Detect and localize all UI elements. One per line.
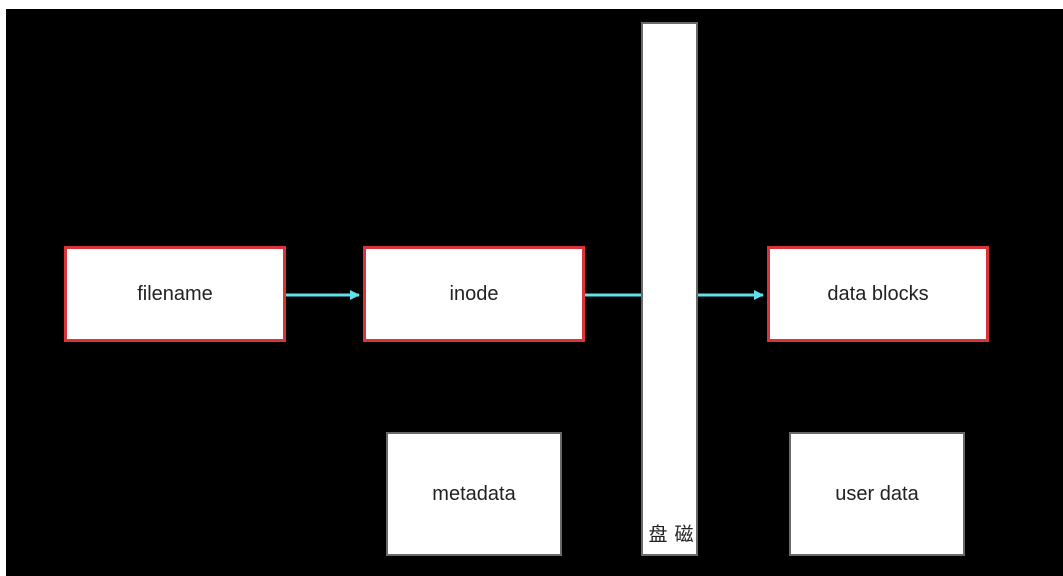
filename-label: filename bbox=[137, 282, 213, 305]
disk-label: 磁盘 bbox=[645, 524, 694, 543]
filename-node: filename bbox=[64, 246, 286, 342]
inode-label: inode bbox=[449, 282, 499, 305]
user-data-node: user data bbox=[789, 432, 965, 556]
data-blocks-label: data blocks bbox=[827, 282, 929, 305]
metadata-node: metadata bbox=[386, 432, 562, 556]
disk-bar: 磁盘 bbox=[641, 22, 698, 556]
data-blocks-node: data blocks bbox=[767, 246, 989, 342]
user-data-label: user data bbox=[835, 482, 919, 505]
diagram-canvas: filename inode 磁盘 data blocks metadata u… bbox=[6, 9, 1063, 576]
inode-node: inode bbox=[363, 246, 585, 342]
metadata-label: metadata bbox=[432, 482, 516, 505]
